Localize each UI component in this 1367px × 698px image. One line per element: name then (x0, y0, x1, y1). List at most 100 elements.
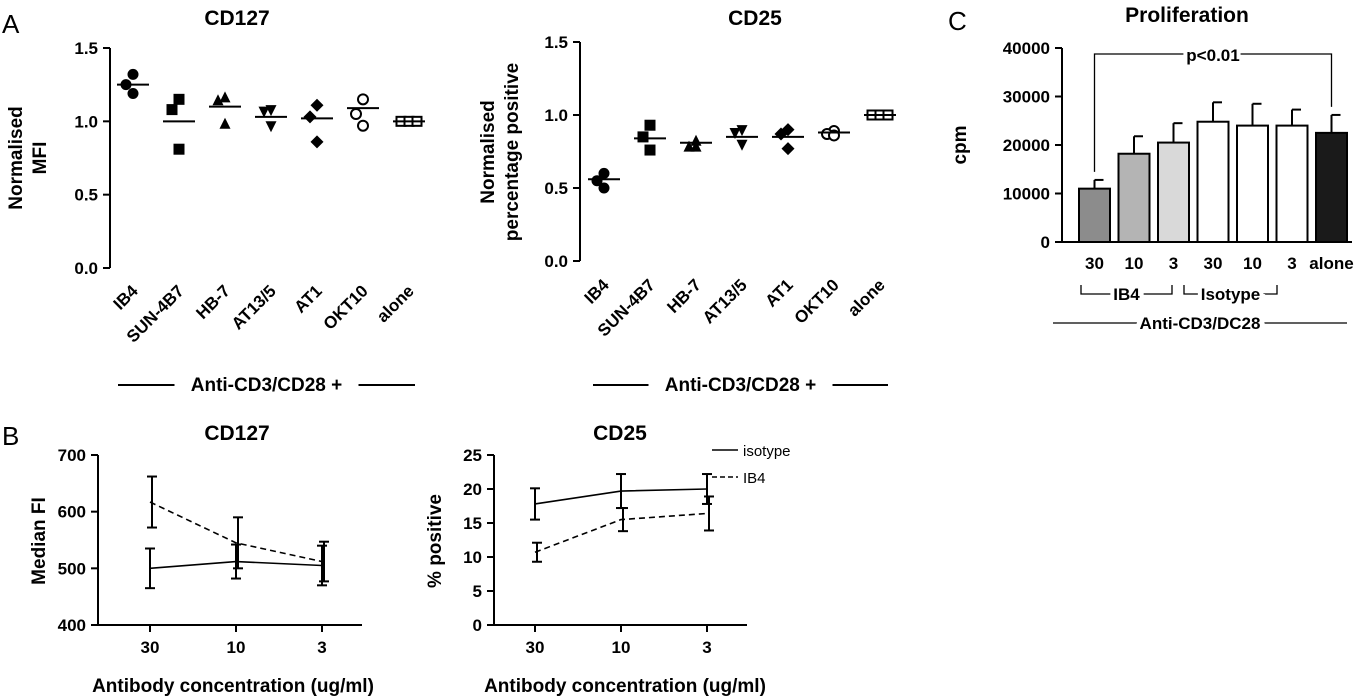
chart-title: CD25 (728, 7, 782, 30)
series-line-ib4 (534, 512, 708, 553)
panel-letter-b: B (2, 421, 19, 451)
chart-title: Proliferation (1125, 4, 1249, 27)
y-tick-label: 20000 (1003, 136, 1050, 155)
category-label: alone (373, 281, 418, 326)
category-label: AT13/5 (228, 281, 280, 333)
x-category-label: 3 (1287, 254, 1296, 273)
chart-b2-cd25: CD25 % positive Antibody concentration (… (425, 422, 791, 697)
data-point (173, 143, 185, 155)
legend-label-ib4: IB4 (743, 470, 766, 487)
chart-b1-cd127: CD127 Median FI Antibody concentration (… (29, 422, 374, 697)
significance-bracket (1093, 53, 1333, 172)
anti-cd3-bracket-label: Anti-CD3/DC28 (1140, 314, 1261, 333)
y-tick-label: 40000 (1003, 39, 1050, 58)
data-point (736, 125, 748, 137)
x-axis-label: Antibody concentration (ug/ml) (484, 676, 766, 697)
category-label: alone (844, 275, 889, 320)
y-tick-label: 0 (1041, 233, 1050, 252)
y-tick-label: 5 (473, 582, 482, 601)
y-tick-label: 1.0 (544, 106, 568, 125)
legend-label-isotype: isotype (743, 443, 791, 460)
category-label: HB-7 (663, 275, 704, 316)
chart-title: CD25 (593, 422, 647, 445)
x-tick-label: 30 (526, 638, 545, 657)
y-tick-label: 400 (58, 616, 86, 635)
plot-area: 400 500 600 700 30 10 3 (58, 446, 362, 657)
data-point (219, 117, 231, 129)
category-label: IB4 (110, 281, 143, 314)
x-tick-label: 30 (141, 638, 160, 657)
y-tick-label: 0 (473, 616, 482, 635)
panel-letter-c: C (948, 6, 967, 36)
y-tick-label: 0.0 (74, 259, 98, 278)
category-label: OKT10 (791, 275, 843, 327)
data-point (683, 140, 695, 152)
chart-a2-cd25: CD25 Normalised percentage positive 0.0 0… (478, 7, 896, 396)
y-tick-label: 1.5 (74, 39, 98, 58)
plot-area: 0 5 10 15 20 25 30 10 3 (463, 446, 747, 657)
y-tick-label: 1.0 (74, 112, 98, 131)
data-point (219, 91, 231, 103)
data-point (637, 131, 649, 143)
group-ib4-label: IB4 (1113, 285, 1140, 304)
significance-label: p<0.01 (1186, 46, 1239, 65)
data-point (357, 119, 369, 132)
data-point (690, 140, 702, 152)
data-point (265, 121, 277, 133)
y-axis-label-line-1: Normalised (478, 100, 499, 203)
y-tick-label: 600 (58, 503, 86, 522)
group-ib4-bracket (1080, 285, 1173, 295)
group-isotype-label: Isotype (1201, 285, 1261, 304)
x-tick-label: 10 (612, 638, 631, 657)
y-tick-label: 0.5 (74, 186, 98, 205)
data-point (644, 144, 656, 156)
y-tick-label: 25 (463, 446, 482, 465)
y-axis-label-line-2: percentage positive (502, 63, 523, 241)
y-axis-label: Median FI (29, 497, 50, 585)
data-point (598, 182, 610, 194)
category-label: AT13/5 (699, 275, 751, 327)
panel-letter-a: A (2, 9, 20, 39)
category-label: HB-7 (192, 281, 233, 322)
x-category-label: 30 (1204, 254, 1223, 273)
category-label: AT1 (762, 275, 797, 310)
data-point (166, 104, 178, 116)
data-point (173, 93, 185, 105)
category-label: OKT10 (320, 281, 372, 333)
bar (1196, 120, 1230, 243)
bracket-label: Anti-CD3/CD28 + (665, 375, 817, 396)
y-tick-label: 0.5 (544, 179, 568, 198)
x-axis-label: Antibody concentration (ug/ml) (92, 676, 374, 697)
data-point (644, 119, 656, 131)
chart-title: CD127 (204, 422, 269, 445)
data-point (781, 142, 795, 156)
chart-a1-cd127: CD127 Normalised MFI 0.00.51.01.5IB4SUN-… (6, 7, 425, 396)
data-point (310, 135, 324, 149)
y-tick-label: 30000 (1003, 88, 1050, 107)
bar (1315, 131, 1348, 243)
data-point (127, 68, 139, 80)
bar (1236, 124, 1269, 243)
y-axis-label: cpm (950, 125, 971, 164)
data-point (729, 128, 741, 140)
chart-c-proliferation: Proliferation cpm 0 10000 20000 30000 40000 3… (950, 4, 1354, 338)
data-point (212, 94, 224, 106)
y-tick-label: 1.5 (544, 33, 568, 52)
y-tick-label: 500 (58, 559, 86, 578)
data-point (736, 139, 748, 151)
y-axis-label: % positive (425, 494, 446, 588)
data-point (350, 108, 362, 120)
data-point (127, 87, 139, 99)
y-tick-label: 0.0 (544, 252, 568, 271)
bar (1078, 187, 1111, 243)
y-axis-label-line-2: MFI (30, 142, 51, 175)
x-category-label: 10 (1125, 254, 1144, 273)
data-point (258, 106, 270, 118)
y-tick-label: 10000 (1003, 185, 1050, 204)
data-point (310, 98, 324, 112)
y-tick-label: 700 (58, 446, 86, 465)
y-axis-label-line-1: Normalised (6, 106, 27, 209)
